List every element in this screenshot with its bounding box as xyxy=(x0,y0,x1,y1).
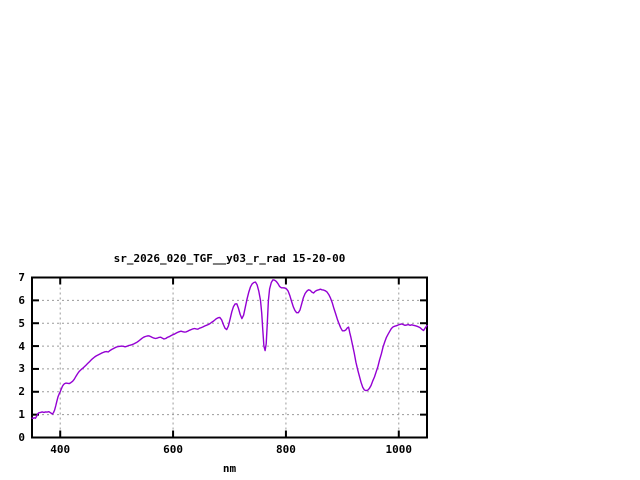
y-tick-label: 3 xyxy=(18,362,25,376)
y-tick-label: 5 xyxy=(18,316,25,330)
x-tick-label: 400 xyxy=(50,443,71,456)
y-tick-label: 2 xyxy=(18,385,25,399)
spectrum-curve xyxy=(31,279,428,419)
y-tick-label: 4 xyxy=(18,339,25,353)
x-tick-label: 800 xyxy=(275,443,296,456)
y-tick-label: 1 xyxy=(18,408,25,422)
y-tick-label: 6 xyxy=(18,293,25,307)
x-axis-label: nm xyxy=(222,462,237,475)
chart-title: sr_2026_020_TGF__y03_r_rad 15-20-00 xyxy=(113,252,346,265)
y-tick-label: 0 xyxy=(18,431,25,444)
plot-frame xyxy=(31,276,428,439)
x-tick-label: 1000 xyxy=(385,443,413,456)
x-tick-label: 600 xyxy=(163,443,183,456)
y-tick-label: 7 xyxy=(18,271,25,284)
